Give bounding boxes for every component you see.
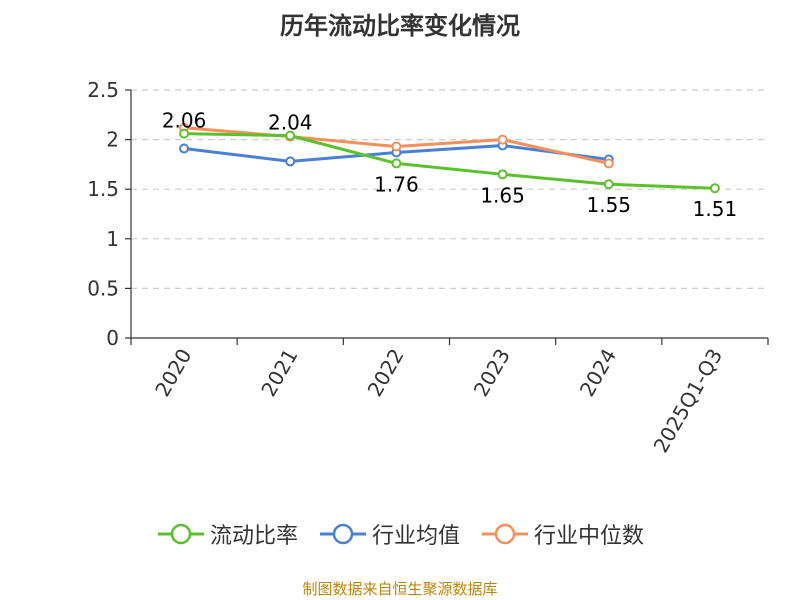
data-point xyxy=(391,158,402,169)
y-tick-label: 0.5 xyxy=(87,276,119,300)
legend-label: 行业中位数 xyxy=(534,524,645,549)
data-point xyxy=(179,143,190,154)
data-point xyxy=(285,130,296,141)
legend-label: 行业均值 xyxy=(371,524,460,549)
label-layer: 2.06 2.04 1.76 1.65 1.55 1.51 xyxy=(162,109,737,222)
data-label: 1.55 xyxy=(586,193,631,217)
x-tick-label: 2023 xyxy=(469,345,515,401)
legend-marker-icon xyxy=(157,523,204,545)
data-point xyxy=(603,179,614,190)
data-label: 1.76 xyxy=(374,172,419,196)
x-tick-label: 2020 xyxy=(150,345,196,401)
y-tick-label: 1 xyxy=(106,227,119,251)
x-tick-label: 2025Q1-Q3 xyxy=(649,345,728,457)
chart-title: 历年流动比率变化情况 xyxy=(280,12,520,40)
legend-item[interactable]: 行业中位数 xyxy=(480,518,644,550)
data-label: 2.04 xyxy=(268,111,313,135)
data-point xyxy=(497,134,508,145)
grid-layer xyxy=(131,89,768,289)
legend-item[interactable]: 流动比率 xyxy=(156,518,298,550)
x-tick-label: 2021 xyxy=(256,345,302,401)
data-label: 2.06 xyxy=(162,109,207,133)
y-tick-label: 2 xyxy=(106,128,119,152)
legend: 流动比率 行业均值 行业中位数 xyxy=(0,518,800,550)
series-layer xyxy=(179,122,720,194)
data-point xyxy=(603,158,614,169)
data-point xyxy=(391,141,402,152)
legend-item[interactable]: 行业均值 xyxy=(318,518,460,550)
legend-label: 流动比率 xyxy=(209,524,298,549)
y-tick-label: 1.5 xyxy=(87,177,119,201)
x-tick-label: 2022 xyxy=(363,345,409,401)
data-label: 1.51 xyxy=(693,197,738,221)
y-tick-label: 2.5 xyxy=(87,78,119,102)
data-point xyxy=(285,156,296,167)
legend-marker-icon xyxy=(482,523,528,545)
legend-marker-icon xyxy=(319,523,366,545)
data-point xyxy=(179,128,190,139)
series-line xyxy=(184,132,715,190)
y-tick-label: 0 xyxy=(106,326,119,350)
data-point xyxy=(709,183,720,194)
source-note: 制图数据来自恒生聚源数据库 xyxy=(302,580,498,598)
data-point xyxy=(497,169,508,180)
x-tick-label: 2024 xyxy=(575,345,621,401)
data-label: 1.65 xyxy=(480,183,525,207)
